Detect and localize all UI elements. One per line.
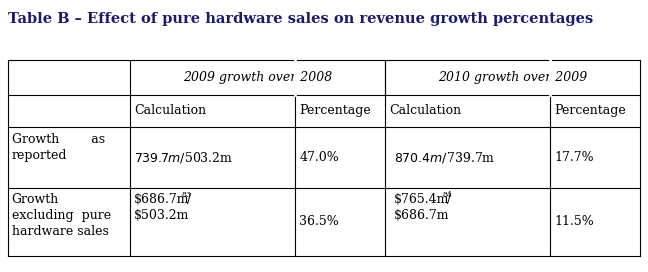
Text: $686.7m: $686.7m bbox=[134, 193, 189, 206]
Text: $739.7m/ $503.2m: $739.7m/ $503.2m bbox=[134, 150, 233, 165]
Text: hardware sales: hardware sales bbox=[12, 225, 108, 238]
Text: /: / bbox=[187, 193, 191, 206]
Text: 2009 growth over 2008: 2009 growth over 2008 bbox=[183, 71, 332, 84]
Text: Percentage: Percentage bbox=[299, 104, 371, 118]
Text: /: / bbox=[447, 193, 452, 206]
Text: Table B – Effect of pure hardware sales on revenue growth percentages: Table B – Effect of pure hardware sales … bbox=[8, 12, 593, 26]
Text: Growth        as: Growth as bbox=[12, 133, 105, 146]
Text: $870.4m/ $739.7m: $870.4m/ $739.7m bbox=[394, 150, 496, 165]
Text: excluding  pure: excluding pure bbox=[12, 209, 111, 222]
Text: reported: reported bbox=[12, 149, 67, 162]
Text: Percentage: Percentage bbox=[554, 104, 626, 118]
Text: 47.0%: 47.0% bbox=[299, 151, 339, 164]
Text: $765.4m: $765.4m bbox=[394, 193, 450, 206]
Text: 84: 84 bbox=[442, 191, 452, 199]
Text: Calculation: Calculation bbox=[389, 104, 461, 118]
Text: Calculation: Calculation bbox=[134, 104, 206, 118]
Text: 36.5%: 36.5% bbox=[299, 215, 339, 228]
Text: $686.7m: $686.7m bbox=[394, 209, 450, 222]
Text: 2010 growth over 2009: 2010 growth over 2009 bbox=[438, 71, 587, 84]
Text: Growth: Growth bbox=[12, 193, 59, 206]
Text: 11.5%: 11.5% bbox=[554, 215, 594, 228]
Text: 17.7%: 17.7% bbox=[554, 151, 594, 164]
Text: 83: 83 bbox=[182, 191, 192, 199]
Text: $503.2m: $503.2m bbox=[134, 209, 189, 222]
